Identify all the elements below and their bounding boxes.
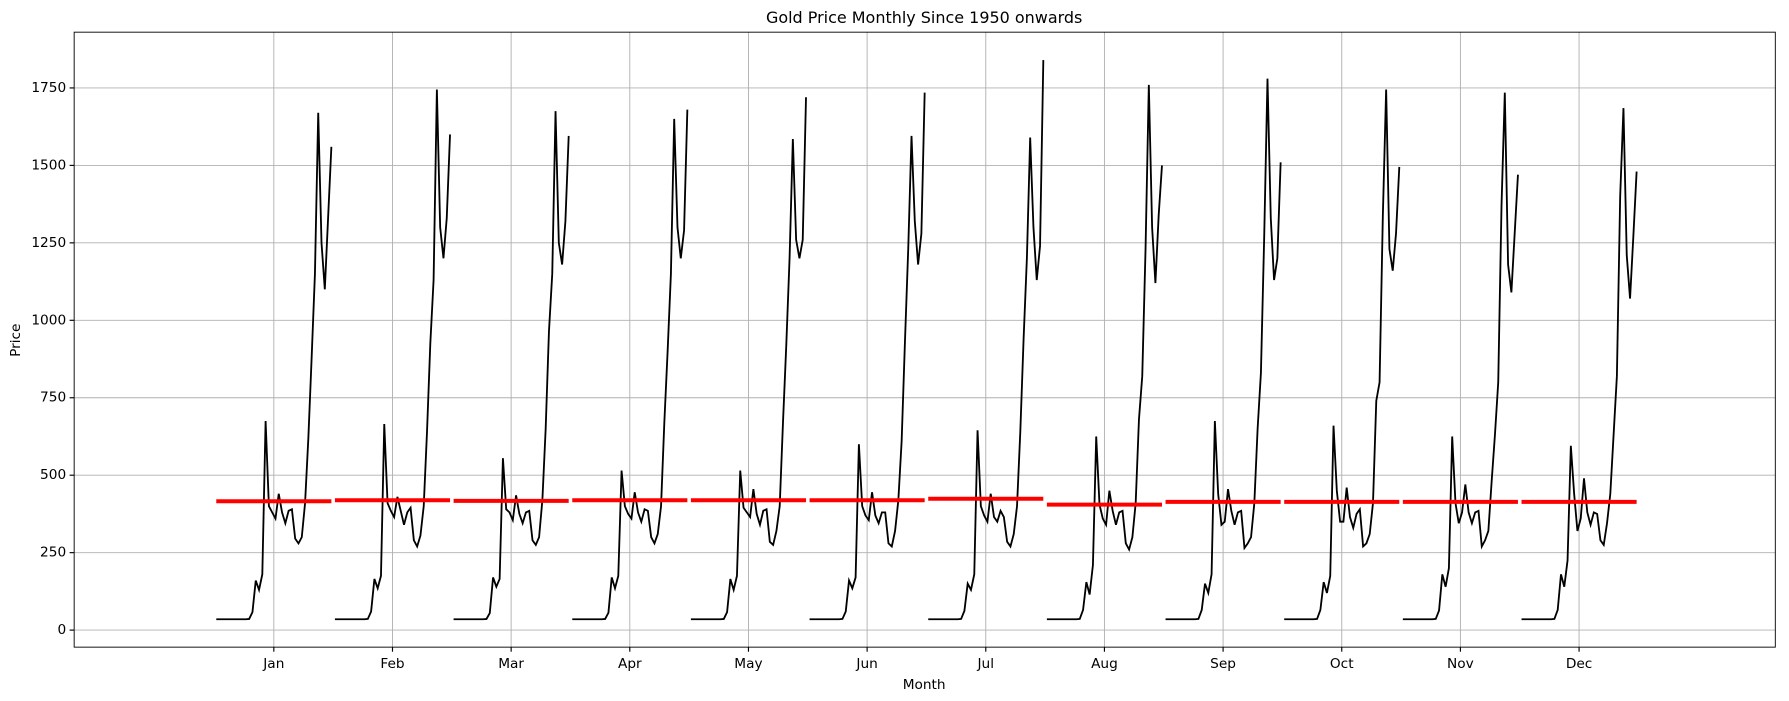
y-tick-label: 1500 (31, 157, 66, 173)
month-line (334, 89, 451, 621)
y-tick-label: 1000 (31, 312, 66, 328)
y-tick-label: 500 (40, 467, 66, 483)
month-line (1046, 84, 1163, 621)
month-line (216, 112, 333, 621)
month-line (690, 97, 807, 621)
month-line (809, 92, 926, 621)
x-tick-label: Jun (855, 656, 877, 672)
month-line (928, 60, 1045, 621)
x-tick-label: May (734, 656, 762, 672)
x-tick-label: Oct (1330, 656, 1354, 672)
x-tick-label: Nov (1447, 656, 1474, 672)
y-tick-label: 750 (40, 390, 66, 406)
month-line (1284, 89, 1401, 621)
x-tick-label: Apr (618, 656, 642, 672)
y-tick-label: 1250 (31, 235, 66, 251)
x-tick-label: Jul (977, 656, 995, 672)
x-tick-label: Sep (1210, 656, 1236, 672)
month-line (1521, 108, 1638, 621)
chart-title: Gold Price Monthly Since 1950 onwards (766, 8, 1082, 27)
y-tick-label: 0 (57, 622, 66, 638)
y-tick-label: 1750 (31, 80, 66, 96)
x-tick-label: Feb (380, 656, 404, 672)
month-line (1165, 78, 1282, 621)
y-axis-label: Price (8, 324, 24, 357)
x-tick-label: Mar (498, 656, 524, 672)
x-tick-label: Dec (1566, 656, 1593, 672)
month-line (572, 109, 689, 621)
y-tick-label: 250 (40, 545, 66, 561)
month-line (453, 111, 570, 621)
x-tick-label: Aug (1091, 656, 1118, 672)
x-axis-label: Month (903, 677, 946, 693)
month-line (1402, 92, 1519, 621)
x-tick-label: Jan (262, 656, 284, 672)
plot-frame (73, 31, 1776, 648)
